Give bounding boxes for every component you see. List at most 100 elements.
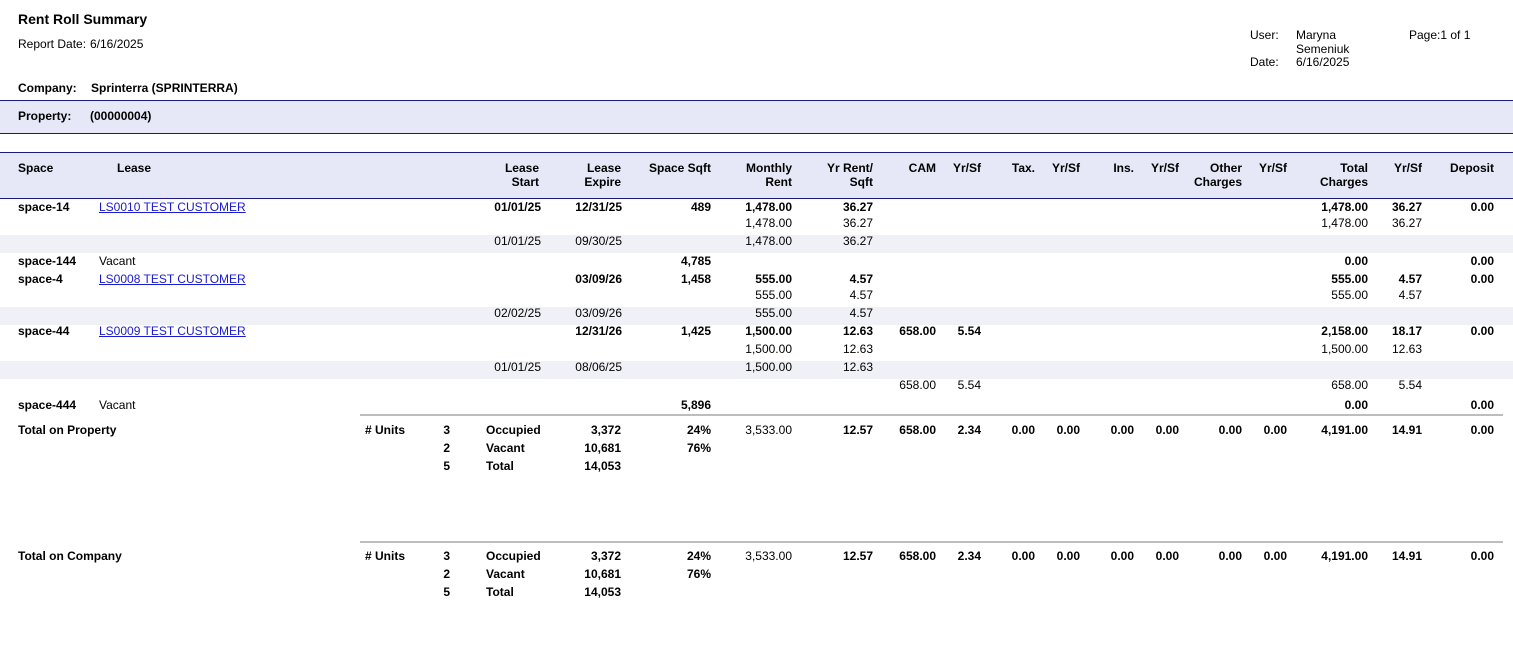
units-label: # Units <box>365 423 406 437</box>
cell-cam: 658.00 <box>899 378 936 392</box>
cell-totalyr: 36.27 <box>1391 216 1422 230</box>
col-ins-yrsf: Yr/Sf <box>1150 161 1179 175</box>
cell-yrrent: 4.57 <box>849 272 873 286</box>
user-last-name: Semeniuk <box>1296 42 1350 56</box>
cell-yrrent: 4.57 <box>849 306 873 320</box>
occupied-pct: 24% <box>686 549 711 563</box>
total-otheryr: 0.00 <box>1263 549 1287 563</box>
cell-rent: 1,500.00 <box>745 360 792 374</box>
divider <box>0 198 1513 199</box>
vacant-label: Vacant <box>486 441 525 455</box>
total-insyr: 0.00 <box>1155 549 1179 563</box>
total-tax: 0.00 <box>1011 549 1035 563</box>
cell-yrrent: 12.63 <box>842 360 873 374</box>
vacant-sqft: 10,681 <box>584 567 621 581</box>
cell-rent: 1,478.00 <box>745 200 792 214</box>
cell-yrrent: 12.63 <box>842 324 873 338</box>
total-deposit: 0.00 <box>1470 423 1494 437</box>
lease-link[interactable]: LS0010 TEST CUSTOMER <box>99 200 246 214</box>
total-sqft: 14,053 <box>584 459 621 473</box>
vacant-label: Vacant <box>99 254 136 268</box>
col-ins: Ins. <box>1113 161 1134 175</box>
cell-sqft: 1,425 <box>680 324 711 338</box>
col-other-charges: Other Charges <box>1193 161 1242 189</box>
cell-expire: 03/09/26 <box>575 306 622 320</box>
row-stripe <box>0 235 1513 253</box>
col-cam: CAM <box>908 161 936 175</box>
cell-totalyr: 36.27 <box>1391 200 1422 214</box>
vacant-label: Vacant <box>99 398 136 412</box>
cell-totalyr: 5.54 <box>1398 378 1422 392</box>
divider <box>0 152 1513 153</box>
cell-expire: 03/09/26 <box>575 272 622 286</box>
total-ins: 0.00 <box>1110 423 1134 437</box>
cell-expire: 08/06/25 <box>575 360 622 374</box>
total-count: 5 <box>443 459 450 473</box>
print-date: 6/16/2025 <box>1296 55 1350 69</box>
row-stripe <box>0 361 1513 379</box>
col-total-charges: Total Charges <box>1319 161 1368 189</box>
company-label: Company: <box>18 81 77 95</box>
divider <box>0 100 1513 101</box>
total-cam: 658.00 <box>899 423 936 437</box>
cell-cam: 658.00 <box>899 324 936 338</box>
cell-deposit: 0.00 <box>1470 398 1494 412</box>
total-taxyr: 0.00 <box>1056 423 1080 437</box>
user-first-name: Maryna <box>1296 28 1337 42</box>
col-deposit: Deposit <box>1449 161 1494 175</box>
total-other: 0.00 <box>1218 423 1242 437</box>
total-total: 4,191.00 <box>1321 423 1368 437</box>
total-units-label: Total <box>486 459 514 473</box>
occupied-count: 3 <box>443 549 450 563</box>
space-id: space-14 <box>18 200 70 214</box>
col-lease: Lease <box>117 161 152 175</box>
cell-rent: 555.00 <box>755 288 792 302</box>
total-camyr: 2.34 <box>957 549 981 563</box>
cell-deposit: 0.00 <box>1470 324 1494 338</box>
cell-start: 01/01/25 <box>494 200 541 214</box>
cell-total: 0.00 <box>1344 254 1368 268</box>
cell-deposit: 0.00 <box>1470 272 1494 286</box>
vacant-sqft: 10,681 <box>584 441 621 455</box>
cell-totalyr: 4.57 <box>1398 272 1422 286</box>
units-label: # Units <box>365 549 406 563</box>
total-rent: 3,533.00 <box>745 549 792 563</box>
cell-total: 658.00 <box>1331 378 1368 392</box>
occupied-count: 3 <box>443 423 450 437</box>
occupied-label: Occupied <box>486 549 541 563</box>
cell-total: 1,478.00 <box>1321 216 1368 230</box>
cell-sqft: 5,896 <box>680 398 711 412</box>
cell-start: 01/01/25 <box>494 360 541 374</box>
total-camyr: 2.34 <box>957 423 981 437</box>
cell-rent: 555.00 <box>755 306 792 320</box>
cell-total: 1,478.00 <box>1321 200 1368 214</box>
column-header-band <box>0 152 1513 199</box>
cell-rent: 555.00 <box>755 272 792 286</box>
occupied-sqft: 3,372 <box>590 423 621 437</box>
total-other: 0.00 <box>1218 549 1242 563</box>
lease-link[interactable]: LS0008 TEST CUSTOMER <box>99 272 246 286</box>
total-otheryr: 0.00 <box>1263 423 1287 437</box>
total-tax: 0.00 <box>1011 423 1035 437</box>
cell-yrrent: 36.27 <box>842 216 873 230</box>
col-space: Space <box>18 161 54 175</box>
report-title: Rent Roll Summary <box>18 11 148 27</box>
space-id: space-144 <box>18 254 77 268</box>
cell-camyr: 5.54 <box>957 324 981 338</box>
vacant-pct: 76% <box>686 567 711 581</box>
total-deposit: 0.00 <box>1470 549 1494 563</box>
cell-total: 555.00 <box>1331 272 1368 286</box>
total-cam: 658.00 <box>899 549 936 563</box>
total-taxyr: 0.00 <box>1056 549 1080 563</box>
col-total-yrsf: Yr/Sf <box>1393 161 1422 175</box>
lease-link[interactable]: LS0009 TEST CUSTOMER <box>99 324 246 338</box>
cell-yrrent: 12.63 <box>842 342 873 356</box>
cell-expire: 12/31/26 <box>575 324 622 338</box>
col-lease-expire: Lease Expire <box>584 161 621 189</box>
cell-sqft: 1,458 <box>680 272 711 286</box>
total-ins: 0.00 <box>1110 549 1134 563</box>
total-insyr: 0.00 <box>1155 423 1179 437</box>
report-date: 6/16/2025 <box>90 37 144 51</box>
col-cam-yrsf: Yr/Sf <box>952 161 981 175</box>
cell-start: 02/02/25 <box>494 306 541 320</box>
